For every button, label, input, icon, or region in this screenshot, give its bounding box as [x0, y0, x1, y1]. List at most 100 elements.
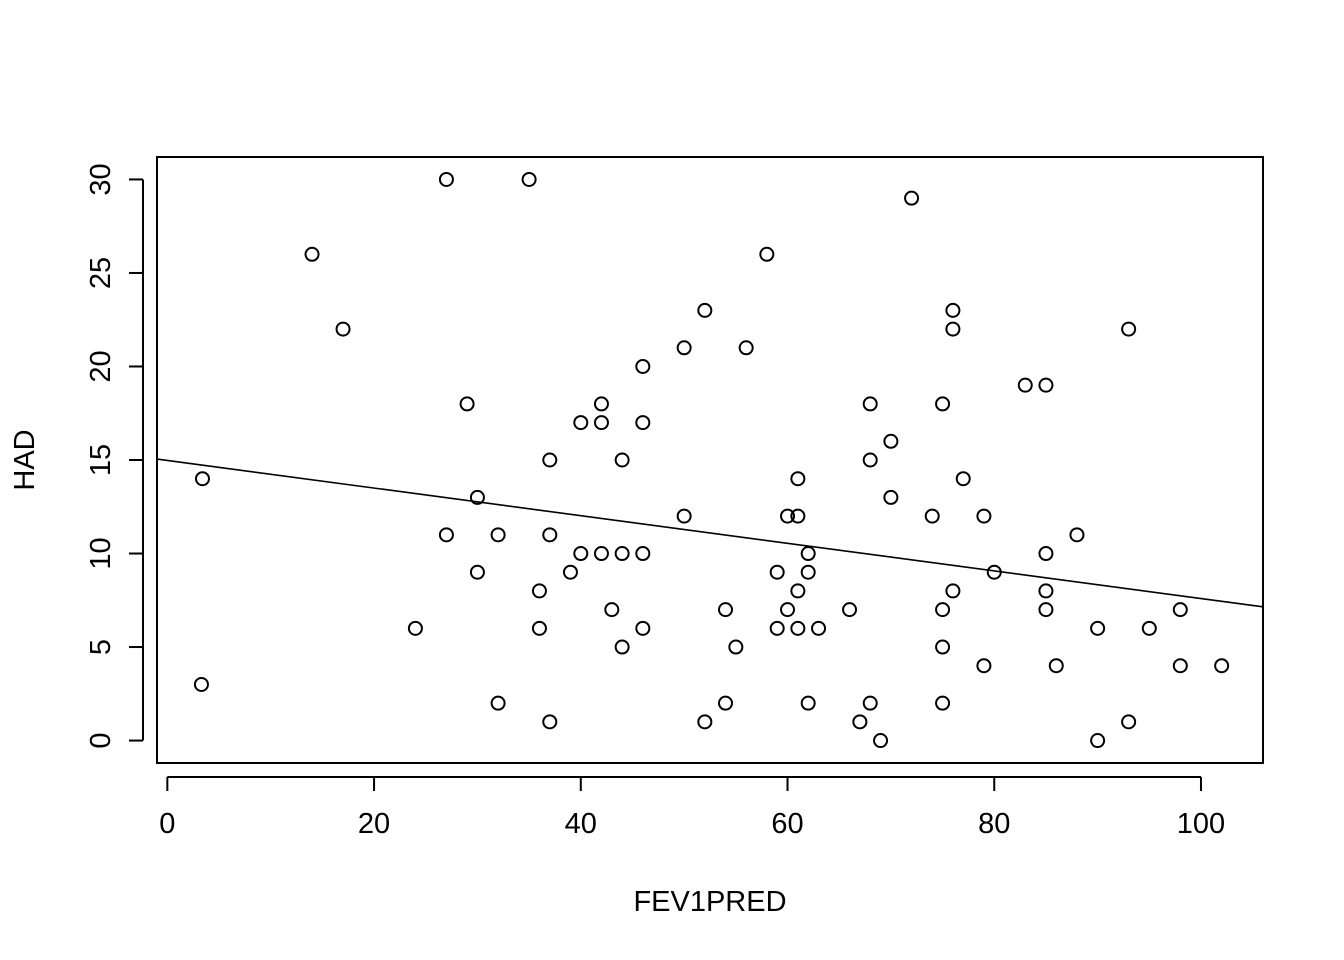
- scatter-point: [573, 415, 589, 431]
- x-tick-label: 40: [565, 808, 597, 840]
- scatter-point: [193, 676, 209, 692]
- scatter-point: [335, 321, 351, 337]
- scatter-point: [593, 396, 609, 412]
- scatter-point: [955, 471, 971, 487]
- scatter-point: [780, 602, 796, 618]
- scatter-point: [976, 508, 992, 524]
- scatter-point: [862, 695, 878, 711]
- scatter-point: [194, 471, 210, 487]
- scatter-point: [573, 546, 589, 562]
- scatter-point: [800, 695, 816, 711]
- scatter-point: [542, 452, 558, 468]
- y-tick-label: 15: [85, 444, 117, 476]
- data-points: [193, 171, 1230, 749]
- scatter-point: [614, 452, 630, 468]
- scatter-point: [1069, 527, 1085, 543]
- scatter-point: [521, 171, 537, 187]
- scatter-point: [459, 396, 475, 412]
- y-tick-label: 0: [85, 732, 117, 748]
- scatter-point: [924, 508, 940, 524]
- scatter-point: [635, 415, 651, 431]
- scatter-point: [842, 602, 858, 618]
- scatter-point: [304, 246, 320, 262]
- scatter-point: [542, 527, 558, 543]
- scatter-point: [469, 564, 485, 580]
- scatter-point: [697, 302, 713, 318]
- scatter-point: [614, 546, 630, 562]
- scatter-point: [1090, 620, 1106, 636]
- x-axis-label: FEV1PRED: [633, 886, 786, 918]
- scatter-point: [614, 639, 630, 655]
- scatter-point: [862, 452, 878, 468]
- scatter-point: [976, 658, 992, 674]
- scatter-point: [718, 695, 734, 711]
- x-tick-label: 80: [978, 808, 1010, 840]
- scatter-point: [935, 602, 951, 618]
- scatter-point: [738, 340, 754, 356]
- scatter-point: [490, 527, 506, 543]
- scatter-point: [862, 396, 878, 412]
- scatter-point: [1048, 658, 1064, 674]
- scatter-point: [1038, 377, 1054, 393]
- scatter-point: [1141, 620, 1157, 636]
- scatter-point: [542, 714, 558, 730]
- scatter-point: [562, 564, 578, 580]
- scatter-point: [635, 620, 651, 636]
- scatter-point: [1214, 658, 1230, 674]
- scatter-point: [769, 564, 785, 580]
- scatter-point: [697, 714, 713, 730]
- scatter-point: [790, 620, 806, 636]
- scatter-point: [718, 602, 734, 618]
- scatter-point: [790, 508, 806, 524]
- scatter-point: [593, 546, 609, 562]
- scatter-point: [800, 564, 816, 580]
- y-axis: 0 5 10 15 20 25 30: [85, 163, 144, 749]
- y-tick-label: 20: [85, 350, 117, 382]
- scatter-point: [945, 302, 961, 318]
- scatter-point: [935, 396, 951, 412]
- x-axis: 0 20 40 60 80 100: [159, 776, 1225, 840]
- x-tick-label: 100: [1177, 808, 1225, 840]
- scatter-point: [790, 583, 806, 599]
- y-tick-label: 5: [85, 639, 117, 655]
- scatter-point: [1017, 377, 1033, 393]
- scatter-point: [438, 527, 454, 543]
- scatter-point: [728, 639, 744, 655]
- scatter-point: [1121, 321, 1137, 337]
- scatter-point: [986, 564, 1002, 580]
- x-tick-label: 20: [358, 808, 390, 840]
- scatter-point: [883, 433, 899, 449]
- scatter-point: [769, 620, 785, 636]
- scatter-point: [1172, 658, 1188, 674]
- scatter-point: [1038, 602, 1054, 618]
- scatter-point: [593, 415, 609, 431]
- scatter-point: [945, 321, 961, 337]
- y-tick-label: 10: [85, 537, 117, 569]
- x-tick-label: 0: [159, 808, 175, 840]
- scatter-point: [1121, 714, 1137, 730]
- scatter-point: [635, 358, 651, 374]
- scatter-point: [469, 489, 485, 505]
- y-axis-label: HAD: [9, 429, 41, 490]
- scatter-point: [531, 620, 547, 636]
- x-tick-label: 60: [771, 808, 803, 840]
- regression-line-group: [156, 458, 1264, 608]
- regression-line: [156, 458, 1264, 608]
- scatter-point: [676, 340, 692, 356]
- scatter-point: [904, 190, 920, 206]
- scatter-point: [935, 695, 951, 711]
- scatter-point: [790, 471, 806, 487]
- plot-frame: [156, 156, 1264, 764]
- scatter-point: [800, 546, 816, 562]
- scatter-point: [945, 583, 961, 599]
- scatter-point: [1038, 546, 1054, 562]
- scatter-point: [811, 620, 827, 636]
- scatter-point: [531, 583, 547, 599]
- scatter-point: [1090, 733, 1106, 749]
- y-tick-label: 30: [85, 163, 117, 195]
- scatter-point: [852, 714, 868, 730]
- scatter-point: [873, 733, 889, 749]
- scatter-point: [676, 508, 692, 524]
- scatter-point: [935, 639, 951, 655]
